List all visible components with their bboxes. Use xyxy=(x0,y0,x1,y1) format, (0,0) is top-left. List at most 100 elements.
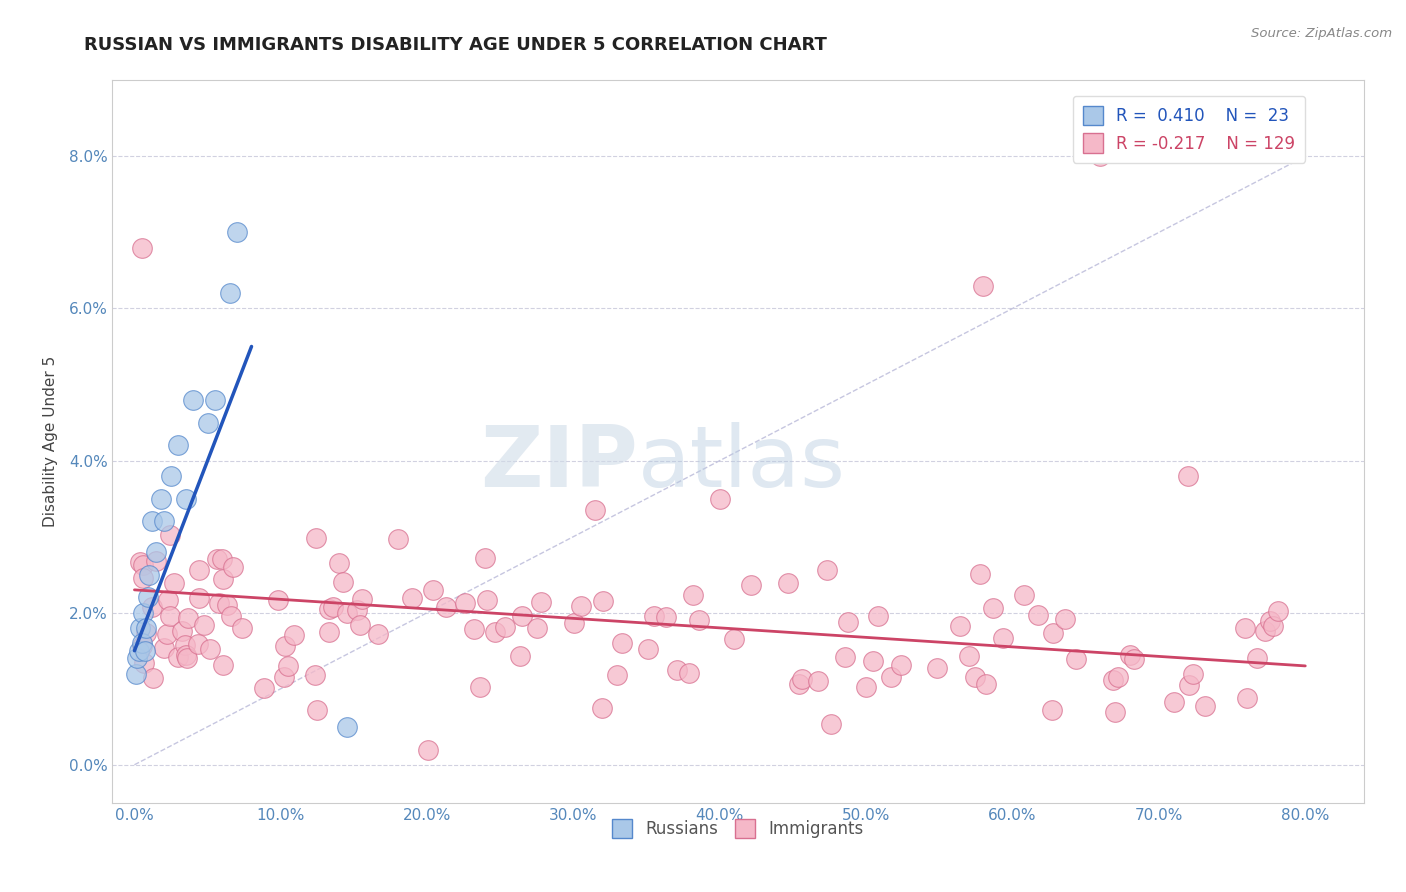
Point xyxy=(688,614,710,628)
Point xyxy=(367,627,389,641)
Point xyxy=(969,566,991,581)
Point xyxy=(219,608,242,623)
Point xyxy=(610,636,633,650)
Text: Source: ZipAtlas.com: Source: ZipAtlas.com xyxy=(1251,27,1392,40)
Point xyxy=(131,558,153,573)
Point xyxy=(463,623,485,637)
Point xyxy=(141,599,163,614)
Point xyxy=(198,642,221,657)
Point xyxy=(352,592,374,607)
Point xyxy=(267,592,290,607)
Point xyxy=(167,438,190,452)
Point xyxy=(218,286,240,301)
Point xyxy=(305,704,328,718)
Point xyxy=(211,658,233,673)
Point xyxy=(181,392,204,407)
Point xyxy=(1178,678,1201,692)
Point xyxy=(128,643,150,657)
Point xyxy=(957,648,980,663)
Point xyxy=(138,567,160,582)
Point xyxy=(665,663,688,677)
Point xyxy=(207,596,229,610)
Point xyxy=(132,571,155,585)
Point xyxy=(159,609,181,624)
Point xyxy=(304,668,326,682)
Point xyxy=(484,625,506,640)
Point xyxy=(145,554,167,568)
Point xyxy=(1182,667,1205,681)
Point xyxy=(1026,607,1049,622)
Point xyxy=(193,618,215,632)
Point xyxy=(855,680,877,694)
Point xyxy=(156,626,179,640)
Point xyxy=(136,591,159,605)
Point xyxy=(974,676,997,690)
Point xyxy=(862,654,884,668)
Point xyxy=(416,742,439,756)
Point xyxy=(131,640,153,654)
Point xyxy=(890,657,912,672)
Point xyxy=(530,595,553,609)
Point xyxy=(132,606,155,620)
Point xyxy=(135,626,157,640)
Point xyxy=(1163,695,1185,709)
Point xyxy=(925,661,948,675)
Point xyxy=(274,639,297,653)
Point xyxy=(1177,468,1199,483)
Point xyxy=(129,555,152,569)
Point xyxy=(709,491,731,506)
Point xyxy=(1042,626,1064,640)
Point xyxy=(1012,588,1035,602)
Point xyxy=(1122,651,1144,665)
Point xyxy=(820,717,842,731)
Legend: Russians, Immigrants: Russians, Immigrants xyxy=(606,813,870,845)
Point xyxy=(167,650,190,665)
Point xyxy=(318,624,340,639)
Point xyxy=(1233,622,1256,636)
Point xyxy=(172,624,194,639)
Point xyxy=(336,606,359,620)
Point xyxy=(1261,619,1284,633)
Point xyxy=(401,591,423,605)
Point xyxy=(837,615,859,630)
Point xyxy=(141,515,163,529)
Point xyxy=(328,556,350,570)
Point xyxy=(1104,705,1126,719)
Point xyxy=(174,491,197,506)
Point xyxy=(787,677,810,691)
Point xyxy=(606,668,628,682)
Point xyxy=(637,641,659,656)
Point xyxy=(682,588,704,602)
Point xyxy=(509,648,531,663)
Point xyxy=(868,608,890,623)
Point xyxy=(1090,149,1112,163)
Point xyxy=(318,602,340,616)
Point xyxy=(468,680,491,694)
Point xyxy=(965,670,987,684)
Point xyxy=(127,651,149,665)
Point xyxy=(1040,703,1063,717)
Point xyxy=(387,532,409,546)
Text: RUSSIAN VS IMMIGRANTS DISABILITY AGE UNDER 5 CORRELATION CHART: RUSSIAN VS IMMIGRANTS DISABILITY AGE UND… xyxy=(84,36,827,54)
Point xyxy=(134,643,156,657)
Point xyxy=(643,608,665,623)
Point xyxy=(283,628,305,642)
Point xyxy=(204,392,226,407)
Point xyxy=(349,617,371,632)
Point xyxy=(135,621,157,635)
Point xyxy=(1064,652,1087,666)
Point xyxy=(1119,648,1142,662)
Point xyxy=(131,636,153,650)
Point xyxy=(149,491,172,506)
Point xyxy=(583,503,606,517)
Point xyxy=(474,551,496,566)
Point xyxy=(723,632,745,646)
Point xyxy=(125,666,148,681)
Point xyxy=(174,648,197,662)
Point xyxy=(142,672,165,686)
Point xyxy=(655,610,678,624)
Point xyxy=(160,468,183,483)
Point xyxy=(336,720,359,734)
Point xyxy=(494,620,516,634)
Y-axis label: Disability Age Under 5: Disability Age Under 5 xyxy=(42,356,58,527)
